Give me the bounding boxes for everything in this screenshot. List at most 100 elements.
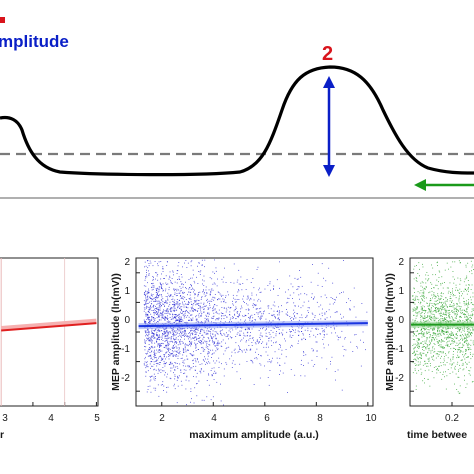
scatter-point: [447, 345, 448, 346]
scatter-point: [176, 402, 178, 404]
scatter-point: [151, 336, 153, 338]
scatter-point: [260, 311, 262, 313]
scatter-point: [167, 318, 169, 320]
scatter-point: [165, 338, 167, 339]
panel-middle-x-tick-8: 8: [317, 413, 323, 424]
scatter-point: [165, 372, 166, 374]
scatter-point: [444, 317, 446, 319]
scatter-point: [455, 289, 456, 291]
scatter-point: [169, 277, 171, 278]
scatter-point: [158, 349, 160, 351]
scatter-point: [448, 314, 450, 316]
scatter-point: [159, 307, 161, 309]
scatter-point: [225, 295, 227, 297]
scatter-point: [181, 298, 183, 299]
scatter-point: [220, 330, 222, 331]
scatter-point: [177, 305, 179, 307]
scatter-point: [467, 333, 469, 335]
scatter-point: [442, 319, 444, 321]
scatter-point: [167, 343, 169, 344]
scatter-point: [286, 302, 288, 304]
scatter-point: [276, 311, 278, 312]
scatter-point: [158, 357, 159, 359]
scatter-point: [250, 349, 252, 351]
scatter-point: [254, 319, 256, 320]
scatter-point: [184, 335, 186, 336]
scatter-point: [459, 342, 461, 344]
scatter-point: [207, 312, 208, 314]
scatter-point: [428, 311, 430, 313]
scatter-point: [252, 304, 254, 306]
scatter-point: [414, 309, 416, 311]
scatter-point: [228, 338, 229, 340]
scatter-point: [173, 290, 175, 292]
scatter-point: [256, 312, 258, 314]
scatter-point: [452, 356, 454, 358]
scatter-point: [462, 343, 464, 345]
scatter-point: [223, 299, 225, 301]
scatter-point: [326, 368, 328, 370]
scatter-point: [194, 387, 196, 389]
scatter-point: [222, 339, 224, 341]
scatter-point: [305, 354, 307, 356]
scatter-point: [252, 278, 254, 279]
scatter-point: [422, 352, 424, 354]
scatter-point: [430, 299, 431, 301]
scatter-point: [176, 302, 178, 304]
scatter-point: [155, 305, 156, 307]
scatter-point: [195, 343, 197, 345]
scatter-point: [202, 306, 204, 308]
scatter-point: [421, 346, 423, 348]
scatter-point: [155, 369, 157, 371]
scatter-point: [154, 389, 156, 391]
scatter-point: [163, 309, 164, 311]
scatter-point: [206, 332, 208, 334]
scatter-point: [158, 337, 160, 338]
scatter-point: [185, 369, 187, 371]
scatter-point: [302, 334, 304, 336]
scatter-point: [211, 317, 212, 319]
scatter-point: [223, 353, 225, 355]
scatter-point: [220, 312, 222, 314]
scatter-point: [157, 330, 159, 332]
scatter-point: [439, 344, 441, 346]
scatter-point: [328, 309, 330, 311]
scatter-point: [197, 329, 199, 331]
scatter-point: [171, 307, 173, 309]
scatter-point: [163, 363, 165, 365]
scatter-point: [432, 346, 434, 348]
panel-right-y-tick-m1: -1: [395, 344, 404, 355]
scatter-point: [149, 337, 151, 339]
scatter-point: [453, 341, 455, 342]
scatter-point: [155, 376, 156, 377]
scatter-point: [414, 292, 415, 293]
scatter-point: [306, 316, 308, 318]
scatter-point: [442, 305, 444, 306]
scatter-point: [304, 293, 306, 295]
scatter-point: [417, 313, 419, 315]
scatter-point: [255, 351, 256, 353]
scatter-point: [292, 286, 294, 288]
scatter-point: [249, 335, 251, 337]
scatter-point: [162, 333, 163, 335]
scatter-point: [206, 320, 208, 322]
scatter-point: [203, 289, 204, 291]
scatter-point: [217, 333, 219, 335]
scatter-point: [334, 312, 336, 313]
scatter-point: [238, 299, 240, 300]
scatter-point: [470, 349, 472, 350]
scatter-point: [444, 356, 445, 358]
scatter-point: [454, 365, 456, 367]
scatter-point: [158, 370, 160, 372]
scatter-point: [275, 342, 277, 344]
scatter-point: [413, 348, 415, 350]
scatter-point: [258, 289, 260, 291]
scatter-point: [464, 289, 466, 290]
scatter-point: [208, 320, 210, 322]
panel-middle-x-tick-10: 10: [365, 413, 377, 424]
scatter-point: [218, 317, 220, 319]
scatter-point: [418, 339, 419, 341]
scatter-point: [451, 317, 453, 319]
scatter-point: [144, 304, 145, 306]
scatter-point: [313, 349, 314, 351]
